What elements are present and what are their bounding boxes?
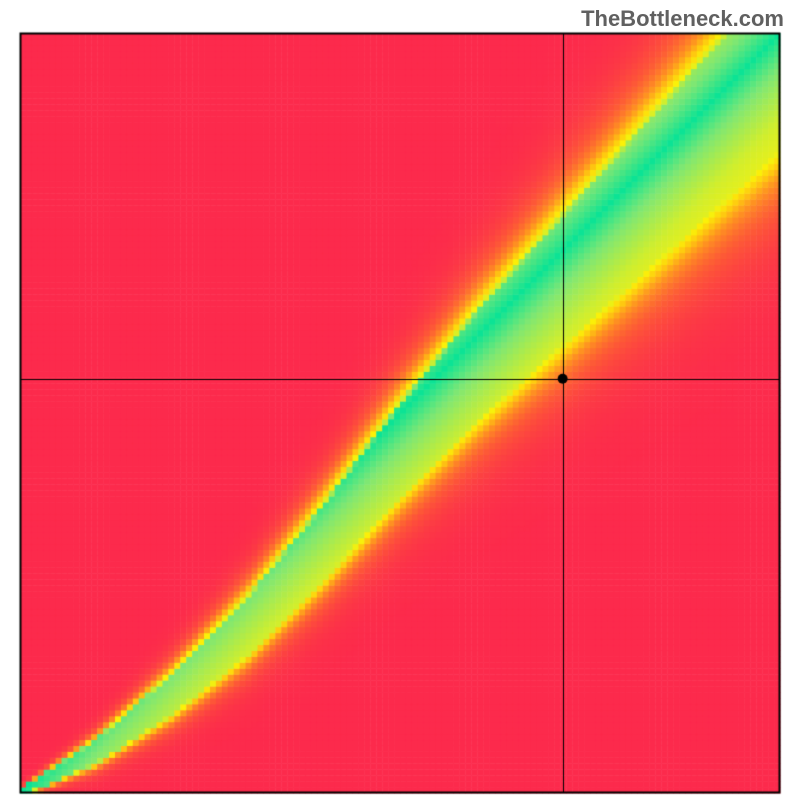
watermark-text: TheBottleneck.com — [581, 6, 784, 32]
bottleneck-heatmap — [0, 0, 800, 800]
